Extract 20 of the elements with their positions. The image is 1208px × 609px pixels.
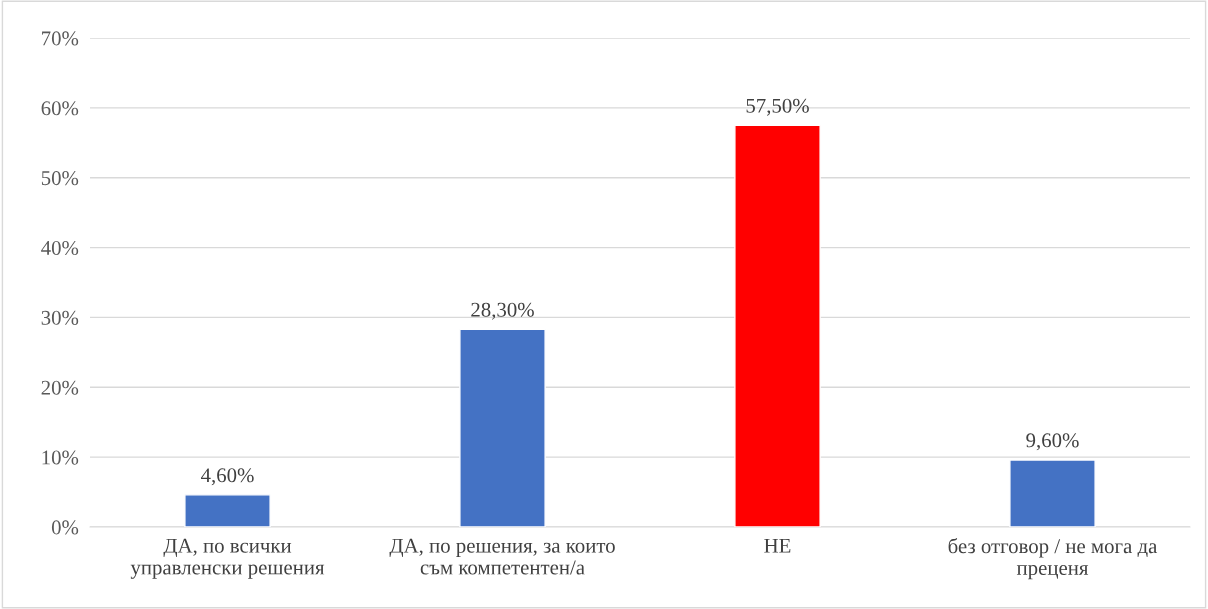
x-tick-label: ДА, по всички управленски решения (130, 538, 325, 579)
data-label: 28,30% (471, 302, 534, 320)
y-tick-label: 10% (42, 450, 79, 465)
data-label: 4,60% (201, 468, 254, 486)
data-label: 9,60% (1026, 433, 1079, 451)
y-tick-label: 30% (41, 310, 79, 325)
y-tick-label: 50% (41, 171, 79, 186)
y-tick-label: 70% (42, 31, 79, 46)
x-tick-label: НЕ (764, 538, 791, 553)
y-tick-label: 60% (41, 101, 79, 116)
bar (184, 494, 271, 527)
y-tick-label: 20% (41, 380, 79, 395)
bar (459, 328, 546, 527)
y-tick-label: 40% (41, 240, 79, 256)
x-tick-label: без отговор / не мога да преценя (948, 538, 1158, 580)
y-tick-label: 0% (51, 520, 79, 535)
data-label: 57,50% (746, 98, 809, 116)
bar (1009, 459, 1096, 527)
bar (734, 124, 821, 527)
x-tick-label: ДА, по решения, за които съм компетентен/а (389, 538, 615, 575)
